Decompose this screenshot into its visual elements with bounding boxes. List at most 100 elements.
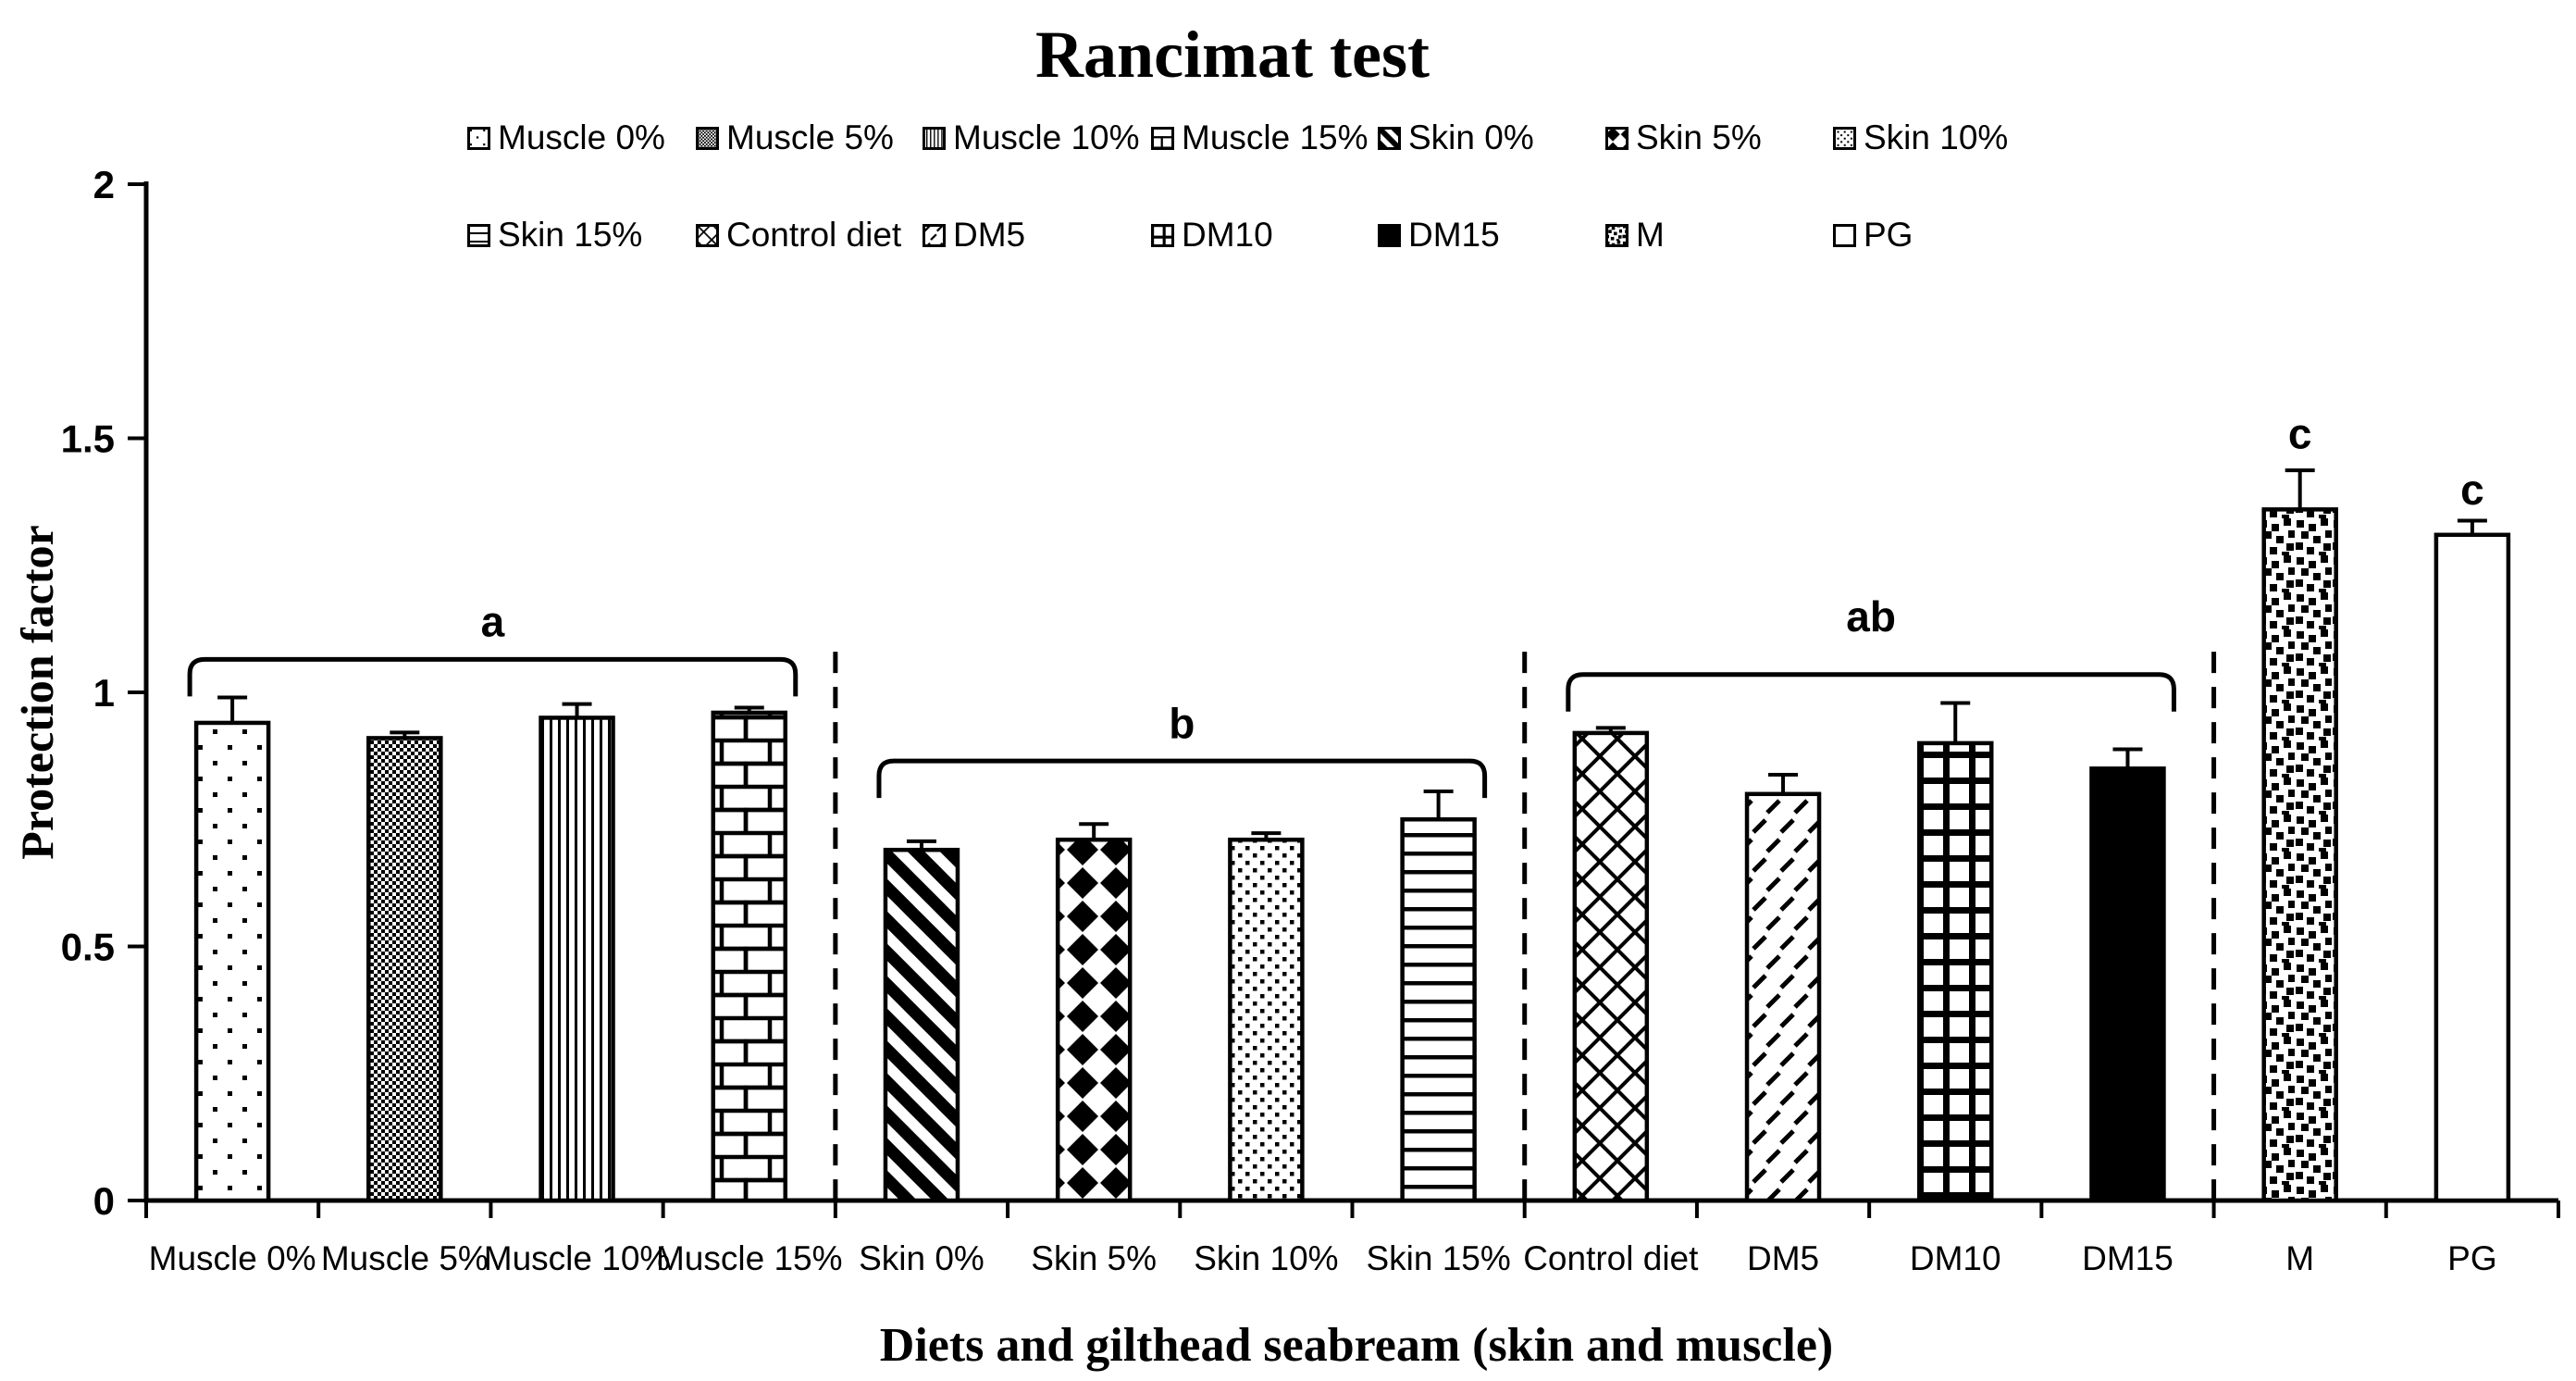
error-bar — [2285, 468, 2315, 510]
legend-item-skin-0-: Skin 0% — [1378, 118, 1534, 157]
bar-rect — [1055, 837, 1133, 1203]
error-bar — [906, 839, 936, 851]
bar-rect — [1744, 791, 1822, 1203]
error-bar — [1251, 831, 1282, 840]
bar-skin-15- — [1400, 790, 1477, 1203]
bar-dm10 — [1917, 701, 1994, 1203]
legend-item-muscle-10-: Muscle 10% — [923, 118, 1140, 157]
bar-rect — [2434, 532, 2511, 1203]
error-bar — [734, 705, 764, 713]
bar-skin-5- — [1055, 822, 1133, 1203]
x-category-label: Skin 10% — [1194, 1239, 1338, 1277]
bar-rect — [2261, 507, 2338, 1203]
legend-item-dm15: DM15 — [1378, 216, 1500, 255]
legend-label: Skin 5% — [1636, 118, 1762, 156]
x-category-label: DM10 — [1910, 1239, 2001, 1277]
bar-rect — [539, 715, 615, 1203]
significance-letter: c — [2460, 466, 2484, 514]
bar-rect — [1917, 740, 1994, 1203]
legend-label: Muscle 5% — [726, 118, 894, 156]
legend-label: DM10 — [1182, 216, 1273, 254]
error-bar — [1423, 790, 1454, 820]
bar-rect — [1228, 837, 1305, 1203]
legend-marker-dots-sparse — [467, 126, 490, 150]
legend-marker-crosshatch — [696, 223, 719, 247]
legend-item-dm10: DM10 — [1151, 216, 1273, 255]
y-tick-label: 0.5 — [61, 926, 115, 969]
bar-rect — [193, 720, 271, 1203]
legend-marker-confetti — [1605, 223, 1629, 247]
legend-item-dm5: DM5 — [923, 216, 1025, 255]
legend-item-m: M — [1605, 216, 1665, 255]
legend-marker-brick — [1151, 126, 1174, 150]
legend-label: DM5 — [953, 216, 1026, 254]
legend-label: Skin 0% — [1408, 118, 1534, 156]
error-bar — [390, 730, 420, 739]
y-tick-label: 1.5 — [61, 417, 115, 461]
bar-pg — [2434, 518, 2511, 1203]
bar-control-diet — [1572, 726, 1650, 1203]
legend-label: Skin 15% — [498, 216, 643, 254]
x-category-label: DM15 — [2082, 1239, 2174, 1277]
x-category-label: Muscle 15% — [656, 1239, 843, 1277]
error-bar — [1768, 772, 1799, 794]
legend-label: DM15 — [1408, 216, 1500, 254]
legend-marker-diamonds — [1605, 126, 1629, 150]
legend-marker-plain — [1833, 223, 1856, 247]
error-bar — [1595, 726, 1626, 733]
bar-muscle-10- — [539, 702, 615, 1203]
legend-label: Skin 10% — [1864, 118, 2009, 156]
bar-m — [2261, 468, 2338, 1203]
bar-muscle-5- — [366, 730, 443, 1203]
legend-marker-hlines — [467, 223, 490, 247]
y-axis-title: Protection factor — [11, 525, 63, 860]
legend-label: Muscle 0% — [498, 118, 665, 156]
bar-muscle-0- — [193, 695, 271, 1203]
significance-letter: a — [481, 598, 505, 646]
bar-rect — [883, 847, 960, 1203]
error-bar — [217, 695, 248, 723]
x-axis-title: Diets and gilthead seabream (skin and mu… — [879, 1319, 1834, 1372]
x-category-label: Muscle 0% — [149, 1239, 316, 1277]
bar-rect — [366, 736, 443, 1203]
bar-skin-10- — [1228, 831, 1305, 1203]
error-bar — [2457, 518, 2487, 535]
x-category-labels: Muscle 0% Muscle 5%Muscle 10%Muscle 15% Sk… — [149, 1239, 2497, 1277]
y-tick-label: 1 — [93, 671, 115, 715]
error-bar — [562, 702, 592, 718]
legend-item-skin-5-: Skin 5% — [1605, 118, 1762, 157]
x-category-label: Skin 15% — [1366, 1239, 1510, 1277]
x-category-label: Skin 0% — [859, 1239, 985, 1277]
error-bar — [1940, 701, 1971, 743]
significance-bracket — [1566, 672, 2176, 712]
legend-marker-dots-dense — [1833, 126, 1856, 150]
bar-rect — [2089, 766, 2166, 1203]
significance-bracket — [876, 758, 1488, 799]
legend-label: Muscle 10% — [953, 118, 1140, 156]
legend-item-muscle-0-: Muscle 0% — [467, 118, 665, 157]
x-category-label: Control diet — [1523, 1239, 1699, 1277]
significance-letter: c — [2288, 409, 2312, 457]
bar-dm5 — [1744, 772, 1822, 1203]
legend-marker-grid — [1151, 223, 1174, 247]
significance-letter: b — [1169, 699, 1195, 747]
legend-marker-solid — [1378, 223, 1401, 247]
significance-letter: ab — [1846, 592, 1896, 641]
legend-label: M — [1636, 216, 1665, 254]
bar-muscle-15- — [711, 705, 787, 1203]
bars — [193, 468, 2511, 1203]
x-category-label: Skin 5% — [1031, 1239, 1157, 1277]
legend-item-pg: PG — [1833, 216, 1913, 255]
legend-item-skin-15-: Skin 15% — [467, 216, 642, 255]
legend-item-muscle-15-: Muscle 15% — [1151, 118, 1368, 157]
legend-item-skin-10-: Skin 10% — [1833, 118, 2008, 157]
x-category-label: M — [2285, 1239, 2314, 1277]
bar-dm15 — [2089, 747, 2166, 1203]
legend-marker-vlines — [923, 126, 946, 150]
bar-rect — [1572, 730, 1650, 1203]
legend-marker-checker-fine — [696, 126, 719, 150]
bar-rect — [711, 710, 787, 1203]
